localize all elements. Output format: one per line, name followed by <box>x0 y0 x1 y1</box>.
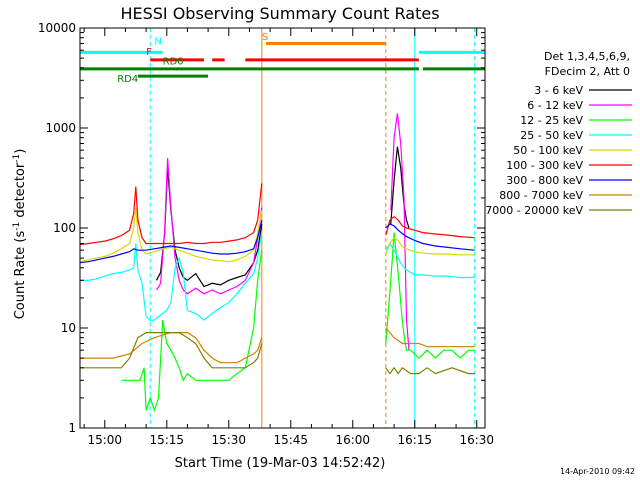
x-tick-label: 15:15 <box>149 433 184 447</box>
chart-title: HESSI Observing Summary Count Rates <box>120 4 439 23</box>
series-line-1 <box>390 113 410 351</box>
legend-header-line-1: Det 1,3,4,5,6,9, <box>544 50 630 63</box>
x-axis-label: Start Time (19-Mar-03 14:52:42) <box>175 456 386 471</box>
series-line-4 <box>79 207 263 263</box>
y-axis-label-sup1: -1 <box>12 222 22 231</box>
legend-label-6: 300 - 800 keV <box>506 174 583 187</box>
series-line-1 <box>155 158 263 295</box>
legend-label-4: 50 - 100 keV <box>513 144 583 157</box>
x-tick-label: 16:15 <box>397 433 432 447</box>
x-tick-label: 15:00 <box>87 433 122 447</box>
timestamp: 14-Apr-2010 09:42 <box>560 467 635 476</box>
y-tick-label: 1 <box>68 421 76 435</box>
y-tick-label: 10 <box>61 321 76 335</box>
x-tick-label: 16:00 <box>335 433 370 447</box>
y-axis-label-end: ) <box>13 149 28 154</box>
legend-label-5: 100 - 300 keV <box>506 159 583 172</box>
y-tick-label: 100 <box>53 221 76 235</box>
legend: Det 1,3,4,5,6,9, FDecim 2, Att 0 3 - 6 k… <box>485 50 632 217</box>
legend-label-3: 25 - 50 keV <box>520 129 583 142</box>
series-line-7 <box>385 327 475 348</box>
y-axis-label-mid: detector <box>13 162 28 222</box>
flag-label-1: S <box>262 32 268 43</box>
axis-layer: 15:00 15:15 15:30 15:45 16:00 16:15 16:30 1 10 10… <box>38 21 494 447</box>
x-tick-label: 16:30 <box>459 433 494 447</box>
series-line-5 <box>385 215 475 239</box>
legend-label-1: 6 - 12 keV <box>527 99 583 112</box>
series-line-2 <box>121 250 263 413</box>
x-tick-label: 15:45 <box>273 433 308 447</box>
legend-label-2: 12 - 25 keV <box>520 114 583 127</box>
series-line-3 <box>385 242 475 279</box>
legend-label-7: 800 - 7000 keV <box>499 189 583 202</box>
flag-label-0: N <box>154 37 161 48</box>
flag-label-3: RD0 <box>163 57 184 68</box>
x-tick-label: 15:30 <box>211 433 246 447</box>
flag-label-4: RD4 <box>117 74 138 85</box>
legend-label-0: 3 - 6 keV <box>534 84 583 97</box>
series-line-0 <box>390 146 410 229</box>
flag-label-2: F <box>146 47 152 58</box>
legend-label-8: 7000 - 20000 keV <box>485 204 583 217</box>
legend-header-line-2: FDecim 2, Att 0 <box>545 65 630 78</box>
flag-layer: N S F RD0 RD4 <box>80 32 485 85</box>
series-line-5 <box>79 183 263 246</box>
y-tick-label: 10000 <box>38 21 76 35</box>
series-line-8 <box>385 366 475 375</box>
series-line-4 <box>385 236 475 256</box>
series-line-8 <box>80 332 263 369</box>
data-layer <box>79 28 476 428</box>
series-line-6 <box>385 223 475 251</box>
y-axis-label-main: Count Rate (s <box>13 231 28 320</box>
y-axis-label: Count Rate (s-1 detector-1) <box>12 149 28 320</box>
series-line-3 <box>80 232 263 321</box>
y-axis-label-sup2: -1 <box>12 154 22 163</box>
series-line-6 <box>79 219 263 264</box>
y-tick-label: 1000 <box>45 121 76 135</box>
